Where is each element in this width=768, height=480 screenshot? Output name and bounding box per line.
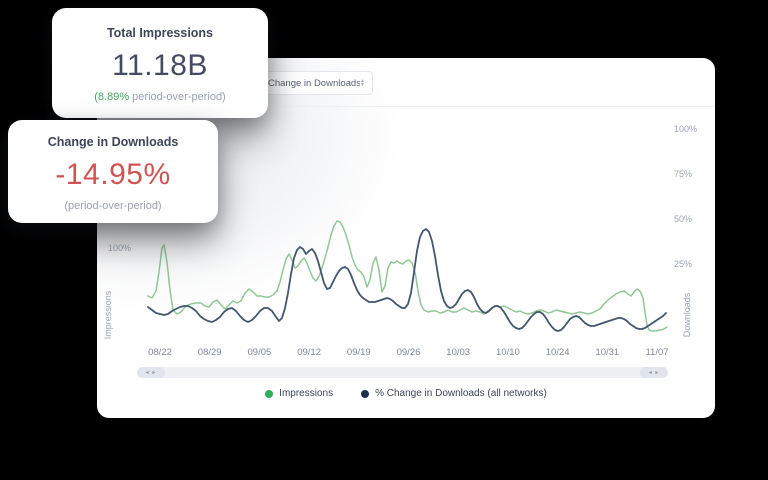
left-axis-title: Impressions	[103, 290, 113, 340]
scrollbar-right-button[interactable]: ◂ ▸	[640, 367, 668, 378]
legend-item-downloads[interactable]: % Change in Downloads (all networks)	[361, 388, 547, 399]
right-axis-title: Downloads	[682, 292, 692, 338]
panel-header: Change in Downloads ▲ ▼	[97, 58, 715, 107]
change-in-downloads-card: Change in Downloads -14.95% (period-over…	[8, 120, 218, 223]
metric-dropdown-value: Change in Downloads	[268, 77, 361, 89]
downloads-card-subtext: (period-over-period)	[64, 200, 162, 212]
x-axis-tick: 11/07	[645, 347, 669, 358]
total-impressions-card: Total Impressions 11.18B (8.89% period-o…	[52, 8, 268, 118]
downloads-change-line	[147, 228, 667, 332]
legend-label-downloads: % Change in Downloads (all networks)	[375, 388, 547, 399]
impressions-card-subtext: (8.89% period-over-period)	[52, 91, 268, 103]
right-axis-tick: 25%	[674, 259, 693, 269]
metric-dropdown[interactable]: Change in Downloads ▲ ▼	[260, 71, 373, 95]
impressions-change-percent: (8.89%	[94, 91, 130, 103]
line-chart-svg	[147, 220, 668, 332]
impressions-line	[147, 220, 668, 332]
impressions-change-caption: period-over-period)	[129, 91, 226, 103]
chart-legend: Impressions % Change in Downloads (all n…	[97, 388, 715, 399]
legend-item-impressions[interactable]: Impressions	[265, 388, 333, 399]
chart-scrollbar-track[interactable]: ◂ ▸ ◂ ▸	[137, 367, 668, 378]
downloads-card-title: Change in Downloads	[47, 135, 179, 149]
right-axis-tick: 100%	[674, 124, 698, 134]
x-axis-tick: 10/31	[595, 347, 620, 358]
line-chart-plot-area	[140, 215, 668, 345]
legend-label-impressions: Impressions	[279, 388, 334, 399]
x-axis-tick: 10/03	[446, 347, 471, 358]
impressions-card-title: Total Impressions	[106, 26, 214, 40]
x-axis-ticks: 08/22 08/29 09/05 09/12 09/19 09/26 10/03 10/10…	[140, 347, 668, 361]
x-axis-tick: 10/24	[545, 347, 570, 358]
right-axis-ticks: 100% 75% 50% 25%	[674, 58, 704, 358]
impressions-dot-icon	[265, 389, 274, 398]
left-axis-tick-100: 100%	[107, 243, 131, 253]
x-axis-tick: 09/19	[346, 347, 371, 358]
scrollbar-left-button[interactable]: ◂ ▸	[137, 367, 165, 378]
x-axis-tick: 09/12	[297, 347, 321, 358]
select-caret-icon: ▲ ▼	[360, 78, 365, 88]
x-axis-tick: 09/26	[396, 347, 421, 358]
x-axis-tick: 08/22	[148, 347, 172, 358]
x-axis-tick: 10/10	[496, 347, 520, 358]
right-axis-tick: 75%	[674, 169, 693, 179]
downloads-card-value: -14.95%	[55, 158, 171, 191]
x-axis-tick: 08/29	[197, 347, 222, 358]
x-axis-tick: 09/05	[247, 347, 272, 358]
right-axis-tick: 50%	[674, 214, 693, 224]
downloads-dot-icon	[361, 389, 370, 398]
impressions-card-value: 11.18B	[112, 49, 208, 82]
